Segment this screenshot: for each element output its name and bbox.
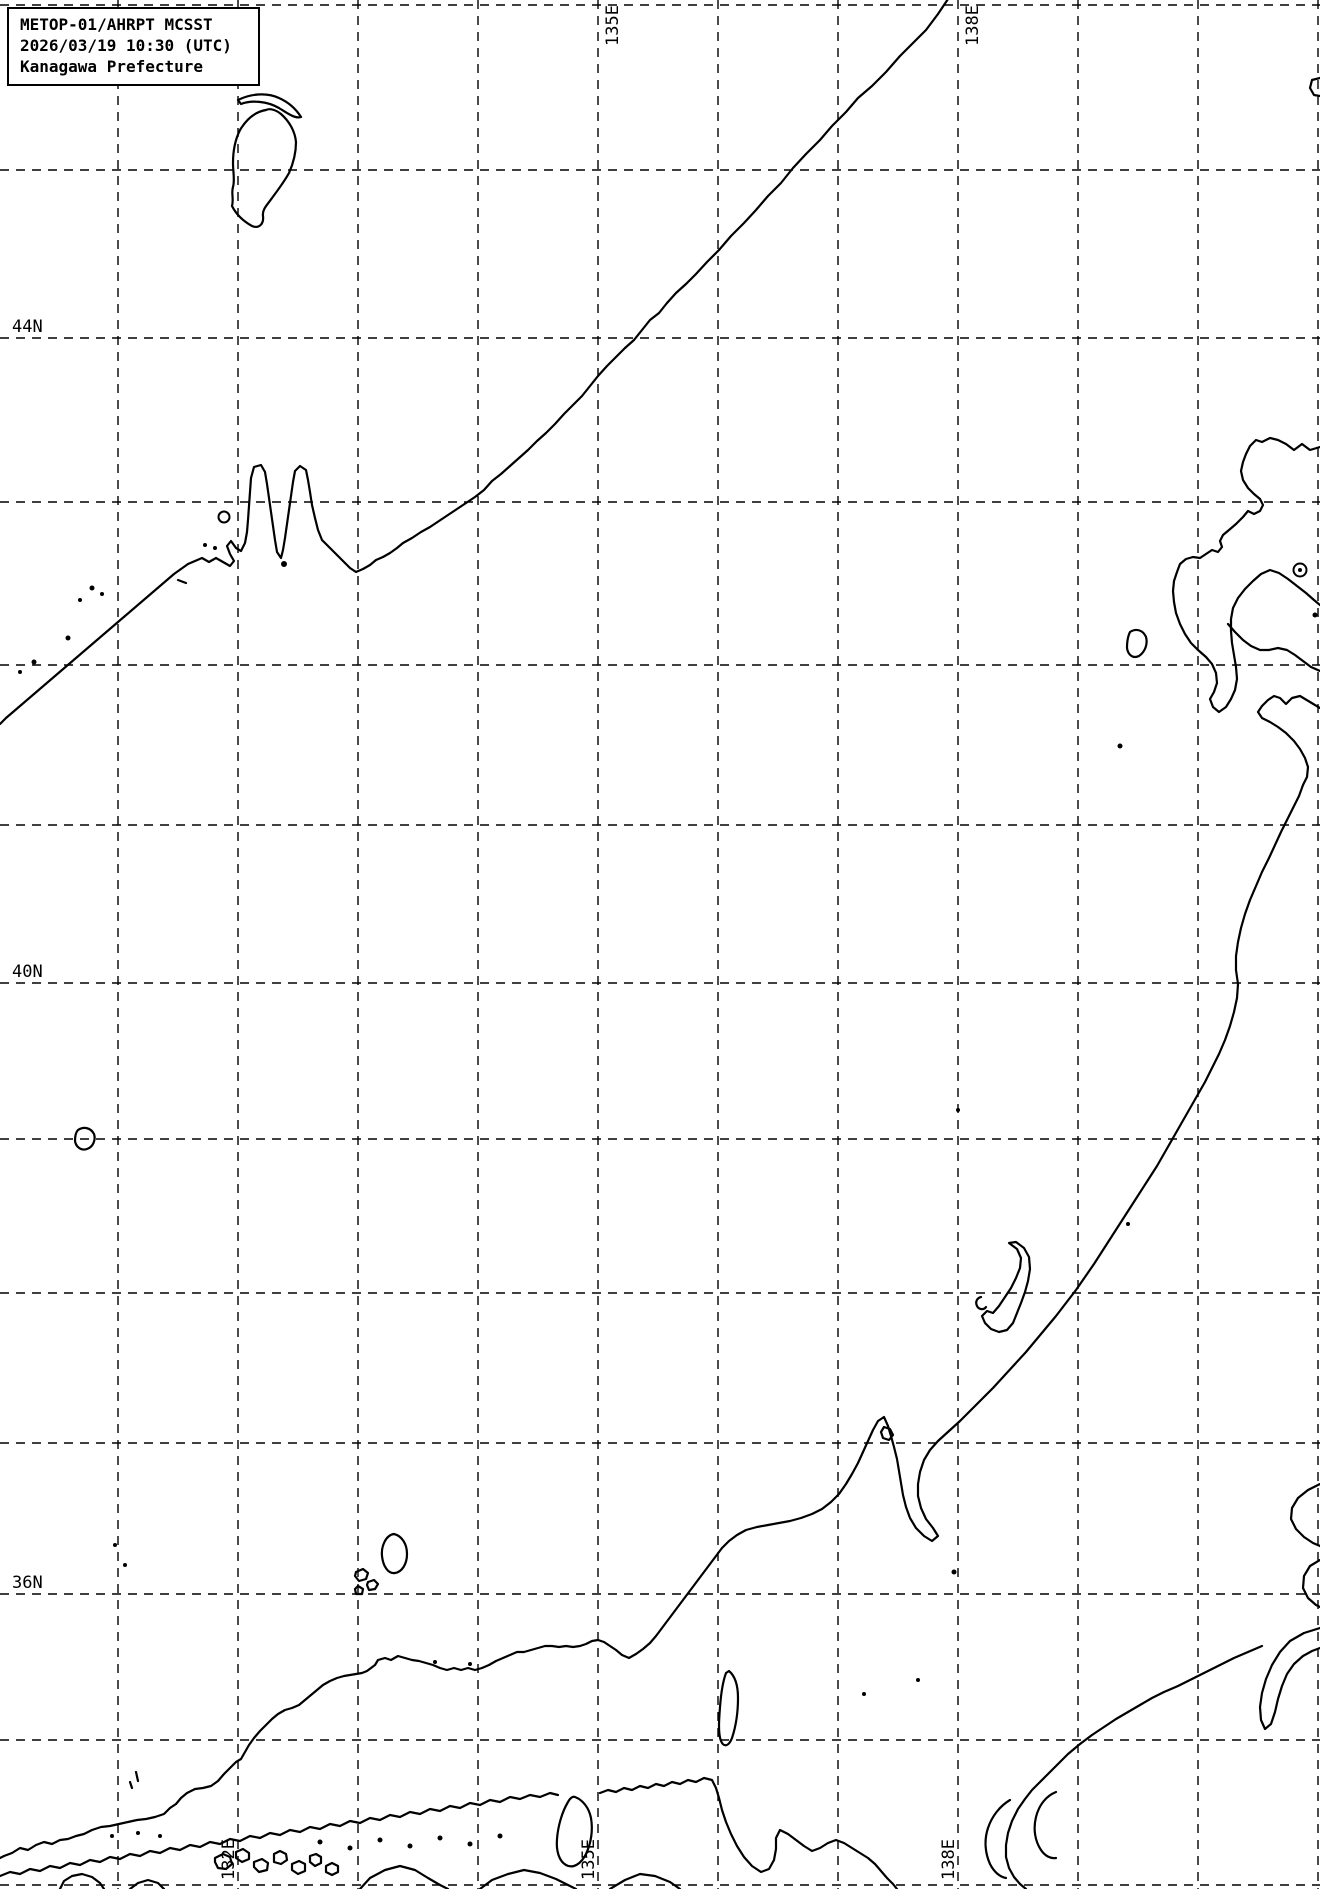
longitude-label-top: 138E — [963, 5, 983, 46]
strait-south-shore — [1226, 622, 1320, 673]
oki-island-cluster — [353, 1567, 380, 1596]
latitude-label: 36N — [12, 1573, 43, 1593]
latitude-label: 40N — [12, 962, 43, 982]
oshima-ring-core — [1298, 568, 1302, 572]
small-island — [89, 585, 95, 591]
small-island — [317, 1839, 323, 1845]
region-name: Kanagawa Prefecture — [20, 57, 204, 76]
okushiri-islet — [1125, 628, 1148, 659]
ise-mikawa-bays — [984, 1644, 1264, 1889]
inland-sea-north-coast — [0, 1776, 899, 1889]
longitude-label-bottom: 135E — [579, 1839, 599, 1880]
product-title: METOP-01/AHRPT MCSST — [20, 15, 213, 34]
small-island — [123, 1563, 127, 1567]
small-island — [18, 670, 22, 674]
small-island — [468, 1662, 472, 1666]
small-island — [203, 543, 207, 547]
small-island — [956, 1108, 960, 1112]
small-island — [113, 1543, 117, 1547]
small-island — [31, 659, 37, 665]
small-island — [281, 561, 287, 567]
small-island — [347, 1845, 353, 1851]
latitude-label: 44N — [12, 317, 43, 337]
noto-bay-islet — [879, 1425, 895, 1442]
right-edge-islet — [1308, 76, 1320, 98]
timestamp: 2026/03/19 10:30 (UTC) — [20, 36, 232, 55]
izu-finger — [1258, 1626, 1320, 1731]
sado-island — [975, 1240, 1032, 1334]
longitude-label-bottom: 132E — [219, 1839, 239, 1880]
small-island — [467, 1841, 473, 1847]
small-island — [951, 1569, 957, 1575]
small-island — [916, 1678, 920, 1682]
small-island — [437, 1835, 443, 1841]
sea-islet-west — [73, 1126, 96, 1151]
small-island — [433, 1660, 437, 1664]
small-island — [1117, 743, 1123, 749]
small-island — [100, 592, 104, 596]
bottom-left-masses — [58, 1847, 682, 1889]
small-island — [65, 635, 71, 641]
small-island — [862, 1692, 866, 1696]
island-dots — [18, 510, 1318, 1851]
lake-khanka — [230, 108, 298, 228]
small-island — [136, 1831, 140, 1835]
longitude-label-top: 135E — [603, 5, 623, 46]
hokkaido-southwest — [1171, 436, 1320, 714]
awaji-island — [555, 1795, 593, 1868]
russia-primorye-coast — [0, 0, 949, 726]
lake-biwa — [717, 1669, 740, 1747]
kanto-bay-edge — [1289, 1482, 1320, 1609]
grid-labels: 44N 40N 36N 135E 138E 132E 135E 138E — [12, 5, 983, 1880]
honshu-west-coast — [0, 694, 1320, 1860]
oshima-ring — [1292, 562, 1308, 578]
oki-island-oval — [380, 1532, 409, 1575]
small-island — [1312, 612, 1318, 618]
small-island — [407, 1843, 413, 1849]
small-island — [110, 1834, 114, 1838]
tiny-marks — [128, 578, 188, 1790]
map-legend-box: METOP-01/AHRPT MCSST 2026/03/19 10:30 (U… — [7, 7, 260, 86]
small-island — [78, 598, 82, 602]
small-island — [497, 1833, 503, 1839]
small-island — [1126, 1222, 1130, 1226]
amur-bay-ring — [217, 510, 231, 524]
small-island — [213, 546, 217, 550]
lake-khanka-sliver — [236, 93, 303, 119]
longitude-label-bottom: 138E — [939, 1839, 959, 1880]
small-island — [377, 1837, 383, 1843]
small-island — [158, 1834, 162, 1838]
